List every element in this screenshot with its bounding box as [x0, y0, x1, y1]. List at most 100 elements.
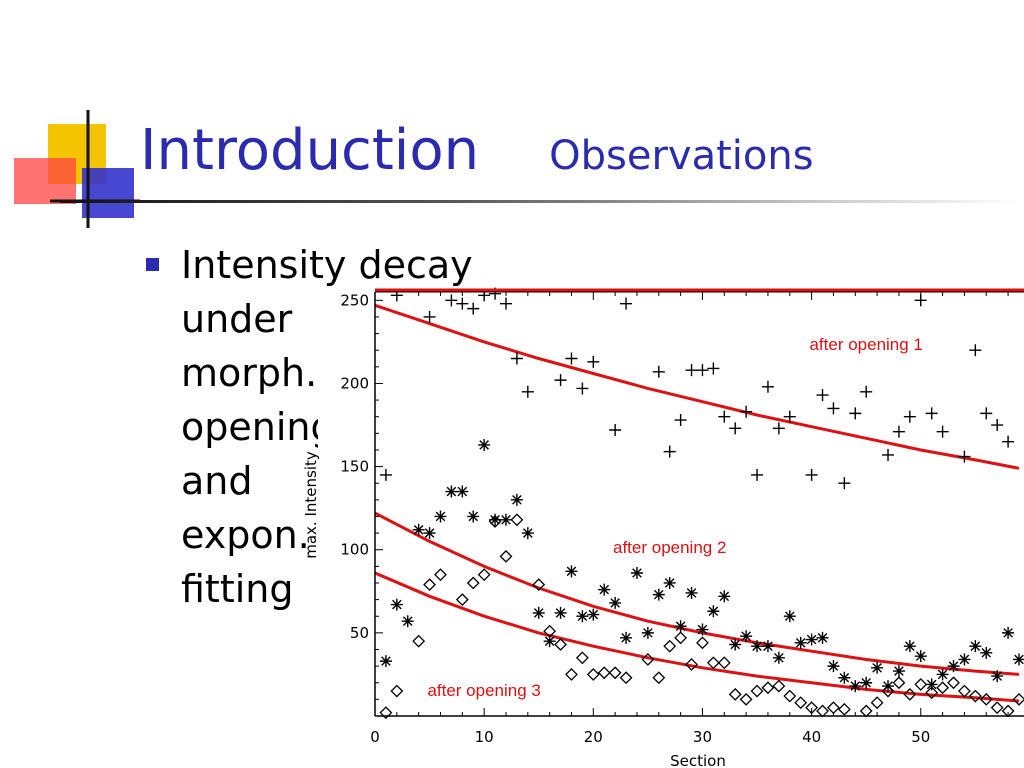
asterisk-point	[412, 523, 425, 536]
diamond-point	[696, 636, 709, 650]
diamond-point	[510, 513, 524, 527]
plus-point	[849, 407, 862, 420]
chart-background	[318, 286, 1024, 720]
bullet-line: morph.	[181, 351, 318, 395]
plus-point	[772, 422, 785, 435]
diamond-point	[641, 653, 655, 666]
plus-point	[565, 352, 578, 365]
plus-point	[969, 344, 982, 357]
bullet-line: expon.	[181, 513, 310, 557]
plus-point	[740, 405, 753, 418]
asterisk-point	[685, 586, 698, 599]
asterisk-point	[947, 660, 960, 673]
fit-curve	[374, 571, 1020, 703]
y-tick-label: 200	[340, 374, 369, 392]
diamond-point	[554, 638, 567, 651]
asterisk-point	[489, 513, 502, 526]
asterisk-point	[532, 606, 545, 619]
bullet-square-icon	[146, 258, 159, 271]
asterisk-point	[849, 680, 862, 693]
asterisk-point	[969, 640, 982, 653]
diamond-point	[663, 639, 677, 653]
diamond-point	[619, 671, 633, 685]
diamond-point	[685, 658, 698, 671]
asterisk-point	[903, 640, 916, 653]
diamond-point	[892, 676, 906, 690]
asterisk-point	[936, 668, 949, 681]
x-tick-label: 50	[911, 728, 930, 746]
asterisk-point	[390, 598, 403, 611]
plus-point	[609, 424, 622, 437]
plus-point	[751, 468, 764, 481]
diamond-point	[772, 679, 786, 693]
plus-point	[729, 422, 742, 435]
diamond-point	[477, 568, 491, 582]
diamond-point	[423, 578, 436, 592]
plus-point	[718, 410, 731, 423]
diamond-point	[434, 568, 447, 582]
x-tick-label: 30	[693, 728, 712, 746]
asterisk-point	[892, 665, 905, 678]
asterisk-point	[751, 640, 764, 653]
diamond-point	[794, 696, 808, 710]
asterisk-point	[423, 527, 436, 540]
diamond-point	[750, 684, 764, 698]
asterisk-point	[827, 660, 840, 673]
asterisk-point	[740, 630, 753, 643]
plus-point	[936, 425, 949, 438]
plus-point	[456, 297, 469, 310]
diamond-point	[379, 706, 393, 720]
asterisk-point	[805, 633, 818, 646]
diamond-point	[488, 515, 502, 528]
asterisk-point	[543, 635, 556, 648]
slide-title: Introduction	[140, 118, 480, 183]
plus-point	[991, 419, 1004, 432]
plus-point	[467, 302, 480, 315]
logo-red-square	[14, 158, 76, 204]
plus-point	[980, 407, 993, 420]
y-axis-title: max. Intensity	[302, 451, 320, 559]
asterisk-point	[860, 676, 873, 689]
asterisk-point	[663, 576, 676, 589]
plus-point	[510, 352, 523, 365]
asterisk-point	[587, 608, 600, 621]
x-tick-label: 0	[370, 728, 380, 746]
diamond-point	[674, 631, 688, 645]
plus-point	[499, 297, 512, 310]
plus-point	[696, 364, 709, 377]
asterisk-point	[991, 670, 1004, 683]
bullet-line: and	[181, 459, 253, 503]
diamond-point	[958, 684, 971, 698]
diamond-point	[837, 702, 851, 716]
plus-point	[379, 468, 392, 481]
asterisk-point	[761, 640, 774, 653]
asterisk-point	[554, 606, 567, 619]
plus-point	[816, 389, 829, 402]
plus-point	[576, 382, 589, 395]
diamond-point	[979, 692, 993, 706]
plus-point	[423, 310, 436, 323]
asterisk-point	[598, 583, 611, 596]
plus-point	[587, 355, 600, 368]
plus-point	[925, 407, 938, 420]
diamond-point	[543, 624, 557, 638]
plus-point	[805, 468, 818, 481]
asterisk-point	[401, 615, 414, 628]
axis-layer: 0 10 20 30 40 50 50 100 150 200 250	[340, 288, 1024, 746]
asterisk-point	[958, 653, 971, 666]
asterisk-point	[871, 661, 884, 674]
asterisk-point	[794, 636, 807, 649]
diamond-point	[914, 677, 928, 691]
asterisk-point	[521, 527, 534, 540]
bullet-line: under	[181, 297, 293, 341]
diamond-point	[608, 666, 622, 680]
plus-point	[445, 294, 458, 307]
plus-point	[707, 362, 720, 375]
asterisk-point	[729, 638, 742, 651]
y-tick-label: 250	[340, 291, 369, 309]
diamond-point	[466, 576, 480, 590]
asterisk-point	[630, 567, 643, 580]
plus-point	[663, 445, 676, 458]
diamond-point	[532, 578, 546, 592]
